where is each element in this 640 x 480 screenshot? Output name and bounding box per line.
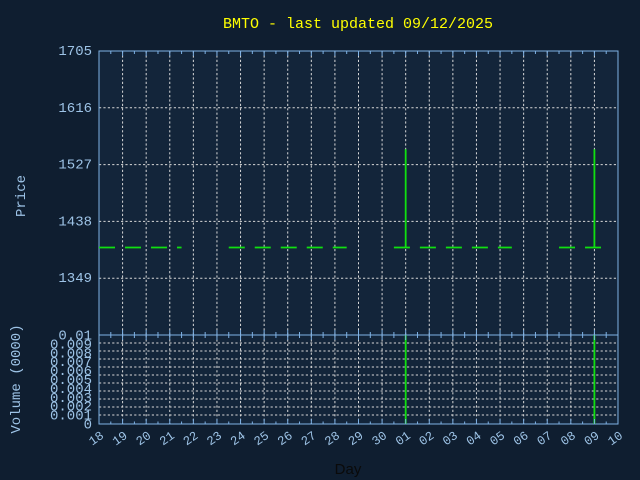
svg-text:1349: 1349 [58,271,92,287]
svg-text:1527: 1527 [58,158,92,174]
svg-text:Volume (0000): Volume (0000) [9,324,25,433]
svg-text:1616: 1616 [58,101,92,117]
svg-text:BMTO - last updated 09/12/2025: BMTO - last updated 09/12/2025 [223,16,493,33]
svg-text:Day: Day [335,461,362,478]
svg-text:Price: Price [14,175,30,217]
svg-text:0: 0 [84,418,92,434]
svg-text:1438: 1438 [58,214,92,230]
svg-text:1705: 1705 [58,44,92,60]
